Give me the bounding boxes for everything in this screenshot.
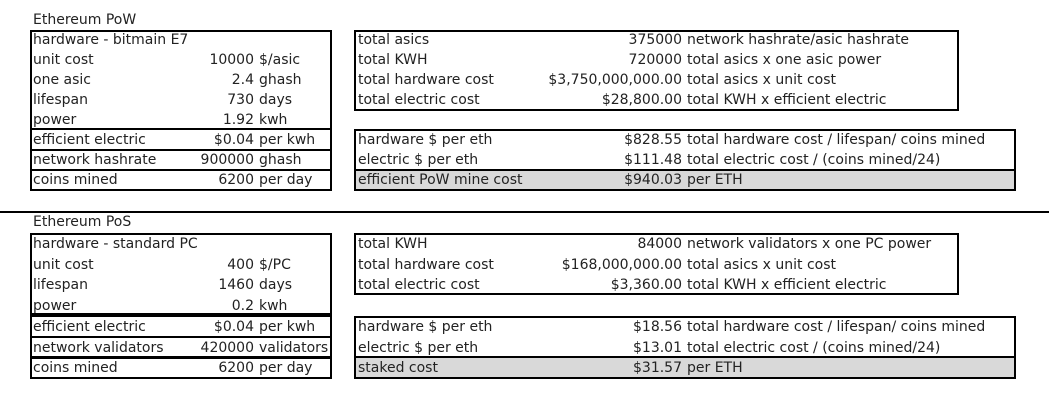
- pos-rt-value-0: 84000: [637, 236, 682, 252]
- pos-rb-value-1: $13.01: [633, 340, 682, 356]
- section-separator: [0, 211, 1049, 213]
- pow-rb-note-1: total electric cost / (coins mined/24): [687, 152, 941, 168]
- pow-rt-value-3: $28,800.00: [601, 92, 682, 108]
- pow-rt-value-2: $3,750,000,000.00: [548, 72, 682, 88]
- pow-left-value-2: 2.4: [231, 72, 254, 88]
- pos-rb-note-2: per ETH: [687, 360, 743, 376]
- pos-left-label-6: coins mined: [33, 360, 118, 376]
- pow-left-unit-1: $/asic: [259, 52, 301, 68]
- pow-left-label-4: power: [33, 112, 77, 128]
- pow-left-value-6: 900000: [200, 152, 254, 168]
- pow-left-label-6: network hashrate: [33, 152, 157, 168]
- pow-rb-value-2: $940.03: [624, 172, 682, 188]
- pos-left-value-1: 400: [227, 257, 254, 273]
- pos-rt-note-1: total asics x unit cost: [687, 257, 837, 273]
- pow-per-eth-box: [354, 129, 1016, 191]
- pos-rt-note-2: total KWH x efficient electric: [687, 277, 887, 293]
- pos-rt-label-2: total electric cost: [358, 277, 480, 293]
- pos-left-label-3: power: [33, 298, 77, 314]
- pos-rt-value-1: $168,000,000.00: [561, 257, 682, 273]
- pow-totals-box: [354, 30, 959, 111]
- pos-left-value-3: 0.2: [231, 298, 254, 314]
- pos-coins-mined-box: [30, 357, 332, 379]
- pos-left-unit-5: validators: [259, 340, 329, 356]
- pos-result-shading: [354, 357, 1016, 379]
- pow-rt-label-2: total hardware cost: [358, 72, 494, 88]
- pos-left-label-4: efficient electric: [33, 319, 146, 335]
- pow-left-unit-7: per day: [259, 172, 313, 188]
- pow-rb-value-1: $111.48: [624, 152, 682, 168]
- pow-rt-value-1: 720000: [628, 52, 682, 68]
- pos-per-eth-box: [354, 316, 1016, 379]
- pos-left-value-5: 420000: [200, 340, 254, 356]
- pos-left-value-6: 6200: [218, 360, 254, 376]
- pow-left-unit-2: ghash: [259, 72, 302, 88]
- pow-rb-note-0: total hardware cost / lifespan/ coins mi…: [687, 132, 986, 148]
- pos-rt-note-0: network validators x one PC power: [687, 236, 932, 252]
- pow-rb-label-0: hardware $ per eth: [358, 132, 493, 148]
- pow-rb-note-2: per ETH: [687, 172, 743, 188]
- pos-left-label-1: unit cost: [33, 257, 94, 273]
- pos-left-label-2: lifespan: [33, 277, 88, 293]
- pow-rt-label-0: total asics: [358, 32, 430, 48]
- pow-rt-label-3: total electric cost: [358, 92, 480, 108]
- pow-rt-label-1: total KWH: [358, 52, 428, 68]
- pow-left-value-4: 1.92: [222, 112, 254, 128]
- pow-left-value-3: 730: [227, 92, 254, 108]
- pow-rt-note-1: total asics x one asic power: [687, 52, 882, 68]
- pos-rb-value-0: $18.56: [633, 319, 682, 335]
- pow-left-unit-4: kwh: [259, 112, 288, 128]
- pow-left-label-0: hardware - bitmain E7: [33, 32, 189, 48]
- pos-inputs-box: [30, 233, 332, 315]
- pow-result-divider: [354, 169, 1016, 171]
- pow-rt-note-0: network hashrate/asic hashrate: [687, 32, 910, 48]
- pos-left-unit-6: per day: [259, 360, 313, 376]
- pow-left-value-1: 10000: [209, 52, 254, 68]
- pos-result-divider: [354, 356, 1016, 358]
- pos-left-label-0: hardware - standard PC: [33, 236, 198, 252]
- pos-rt-label-0: total KWH: [358, 236, 428, 252]
- pos-left-unit-3: kwh: [259, 298, 288, 314]
- pow-left-value-5: $0.04: [213, 132, 254, 148]
- pow-left-label-7: coins mined: [33, 172, 118, 188]
- pow-left-label-1: unit cost: [33, 52, 94, 68]
- pos-rb-label-0: hardware $ per eth: [358, 319, 493, 335]
- pow-rt-note-3: total KWH x efficient electric: [687, 92, 887, 108]
- pow-left-value-7: 6200: [218, 172, 254, 188]
- pow-result-shading: [354, 170, 1016, 191]
- pow-left-unit-5: per kwh: [259, 132, 316, 148]
- pow-coins-mined-box: [30, 169, 332, 191]
- pos-rb-note-0: total hardware cost / lifespan/ coins mi…: [687, 319, 986, 335]
- pos-left-unit-1: $/PC: [259, 257, 291, 273]
- pos-rt-value-2: $3,360.00: [610, 277, 682, 293]
- pos-totals-box: [354, 233, 959, 295]
- pos-title: Ethereum PoS: [33, 214, 132, 230]
- pow-rb-label-1: electric $ per eth: [358, 152, 479, 168]
- pow-rt-note-2: total asics x unit cost: [687, 72, 837, 88]
- pow-title: Ethereum PoW: [33, 12, 137, 28]
- pos-left-label-5: network validators: [33, 340, 164, 356]
- pos-left-unit-2: days: [259, 277, 293, 293]
- pos-left-value-2: 1460: [218, 277, 254, 293]
- pow-left-label-5: efficient electric: [33, 132, 146, 148]
- pos-left-value-4: $0.04: [213, 319, 254, 335]
- pow-rb-label-2: efficient PoW mine cost: [358, 172, 523, 188]
- pow-left-label-3: lifespan: [33, 92, 88, 108]
- pos-rb-label-1: electric $ per eth: [358, 340, 479, 356]
- pos-left-unit-4: per kwh: [259, 319, 316, 335]
- pos-rb-value-2: $31.57: [633, 360, 682, 376]
- pos-rb-note-1: total electric cost / (coins mined/24): [687, 340, 941, 356]
- pow-rb-value-0: $828.55: [624, 132, 682, 148]
- pos-rt-label-1: total hardware cost: [358, 257, 494, 273]
- pos-rb-label-2: staked cost: [358, 360, 438, 376]
- pow-left-unit-3: days: [259, 92, 293, 108]
- pow-rt-value-0: 375000: [628, 32, 682, 48]
- pow-left-unit-6: ghash: [259, 152, 302, 168]
- pow-left-label-2: one asic: [33, 72, 91, 88]
